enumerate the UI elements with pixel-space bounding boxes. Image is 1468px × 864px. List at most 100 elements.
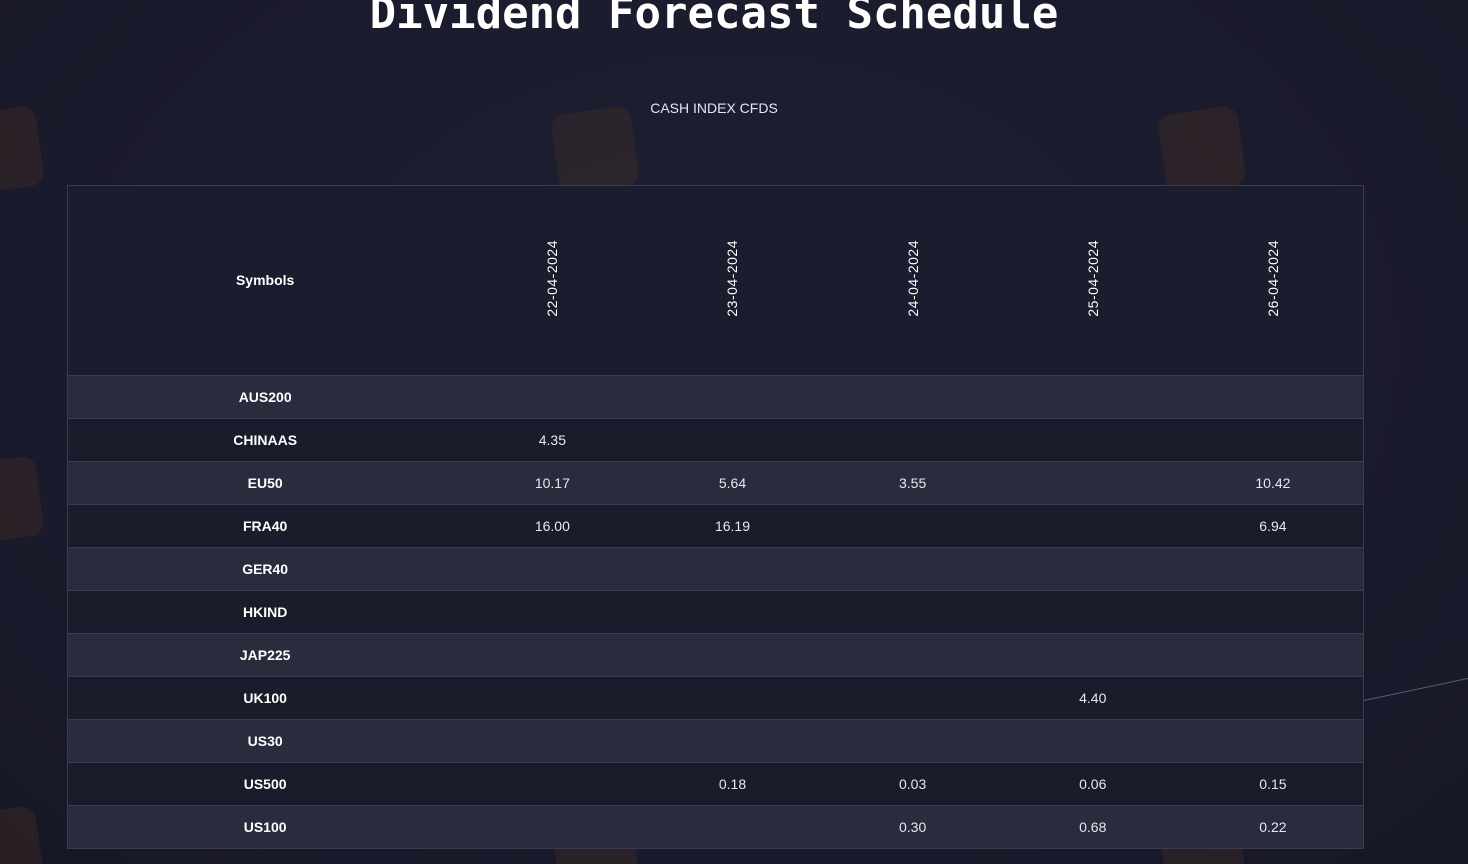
- value-cell: [1003, 719, 1183, 762]
- value-cell: [642, 590, 822, 633]
- value-cell: [642, 375, 822, 418]
- value-cell: 5.64: [718, 474, 747, 491]
- value-cell: 0.18: [718, 775, 747, 792]
- watermark-logo-icon: [0, 804, 46, 864]
- symbol-cell: JAP225: [239, 646, 291, 663]
- value-cell: [1003, 590, 1183, 633]
- date-label: 22-04-2024: [544, 240, 561, 318]
- value-cell: 0.68: [1079, 818, 1107, 835]
- value-cell: 6.94: [1259, 517, 1287, 534]
- watermark-logo-icon: [0, 454, 46, 546]
- value-cell: [642, 805, 822, 848]
- column-header-date: 22-04-2024: [462, 186, 643, 376]
- value-cell: [823, 504, 1003, 547]
- value-cell: [823, 375, 1003, 418]
- value-cell: [1183, 375, 1363, 418]
- value-cell: [823, 719, 1003, 762]
- dividend-table: Symbols 22-04-2024 23-04-2024 24-04-2024…: [68, 186, 1363, 849]
- value-cell: 0.22: [1259, 818, 1287, 835]
- symbol-cell: US500: [243, 775, 287, 792]
- dividend-table-container: Symbols 22-04-2024 23-04-2024 24-04-2024…: [67, 185, 1364, 849]
- column-header-date: 23-04-2024: [642, 186, 823, 376]
- watermark-logo-icon: [0, 104, 46, 196]
- value-cell: [823, 418, 1003, 461]
- value-cell: [462, 762, 642, 805]
- value-cell: [1003, 418, 1183, 461]
- value-cell: 4.40: [1079, 689, 1107, 706]
- value-cell: [462, 375, 642, 418]
- column-header-date: 26-04-2024: [1182, 186, 1363, 376]
- value-cell: 3.55: [898, 474, 927, 491]
- date-label: 24-04-2024: [904, 240, 921, 318]
- value-cell: [1003, 633, 1183, 676]
- value-cell: [462, 547, 642, 590]
- watermark-logo-icon: [1156, 104, 1248, 196]
- page-title: Dividend Forecast Schedule: [369, 0, 1059, 39]
- date-label: 26-04-2024: [1264, 240, 1281, 318]
- value-cell: [823, 633, 1003, 676]
- value-cell: [823, 590, 1003, 633]
- table-row: UK100 4.40: [68, 676, 1363, 719]
- value-cell: [642, 547, 822, 590]
- value-cell: [1003, 375, 1183, 418]
- value-cell: 0.06: [1079, 775, 1107, 792]
- value-cell: [1183, 676, 1363, 719]
- table-row: GER40: [68, 547, 1363, 590]
- table-row: JAP225: [68, 633, 1363, 676]
- table-row: US100 0.30 0.68 0.22: [68, 805, 1363, 848]
- symbol-cell: FRA40: [242, 517, 288, 534]
- value-cell: [823, 676, 1003, 719]
- value-cell: [462, 805, 642, 848]
- value-cell: 16.19: [714, 517, 750, 534]
- column-header-date: 25-04-2024: [1002, 186, 1183, 376]
- value-cell: [642, 676, 822, 719]
- value-cell: [1183, 418, 1363, 461]
- date-label: 23-04-2024: [724, 240, 741, 318]
- value-cell: [462, 676, 642, 719]
- value-cell: [1003, 461, 1183, 504]
- table-header: Symbols 22-04-2024 23-04-2024 24-04-2024…: [68, 186, 1363, 376]
- value-cell: [1003, 547, 1183, 590]
- watermark-logo-icon: [549, 104, 641, 196]
- symbol-cell: AUS200: [238, 388, 292, 405]
- value-cell: [462, 590, 642, 633]
- symbol-cell: UK100: [243, 689, 287, 706]
- symbol-cell: GER40: [242, 560, 289, 577]
- symbol-cell: HKIND: [242, 603, 288, 620]
- value-cell: [1183, 547, 1363, 590]
- value-cell: [462, 719, 642, 762]
- value-cell: [1003, 504, 1183, 547]
- value-cell: 4.35: [538, 431, 566, 448]
- value-cell: [642, 633, 822, 676]
- header-row: Symbols 22-04-2024 23-04-2024 24-04-2024…: [68, 186, 1363, 376]
- column-header-date: 24-04-2024: [822, 186, 1003, 376]
- value-cell: [1183, 633, 1363, 676]
- value-cell: [1183, 719, 1363, 762]
- value-cell: [642, 719, 822, 762]
- value-cell: 0.30: [898, 818, 927, 835]
- value-cell: [1183, 590, 1363, 633]
- symbol-cell: CHINAAS: [233, 431, 298, 448]
- value-cell: 10.42: [1255, 474, 1291, 491]
- date-label: 25-04-2024: [1084, 240, 1101, 318]
- value-cell: 0.03: [898, 775, 927, 792]
- table-row: FRA40 16.00 16.19 6.94: [68, 504, 1363, 547]
- value-cell: 0.15: [1259, 775, 1287, 792]
- column-header-symbols: Symbols: [68, 186, 463, 376]
- symbol-cell: EU50: [247, 474, 283, 491]
- table-row: AUS200: [68, 375, 1363, 418]
- section-subtitle: CASH INDEX CFDS: [650, 100, 778, 116]
- value-cell: 16.00: [534, 517, 570, 534]
- value-cell: [642, 418, 822, 461]
- table-body: AUS200 CHINAAS 4.35 EU50: [68, 375, 1363, 848]
- table-row: EU50 10.17 5.64 3.55 10.42: [68, 461, 1363, 504]
- table-row: HKIND: [68, 590, 1363, 633]
- value-cell: 10.17: [534, 474, 570, 491]
- value-cell: [823, 547, 1003, 590]
- value-cell: [462, 633, 642, 676]
- symbol-cell: US30: [247, 732, 283, 749]
- decorative-line: [1363, 677, 1468, 701]
- table-row: US30: [68, 719, 1363, 762]
- table-row: CHINAAS 4.35: [68, 418, 1363, 461]
